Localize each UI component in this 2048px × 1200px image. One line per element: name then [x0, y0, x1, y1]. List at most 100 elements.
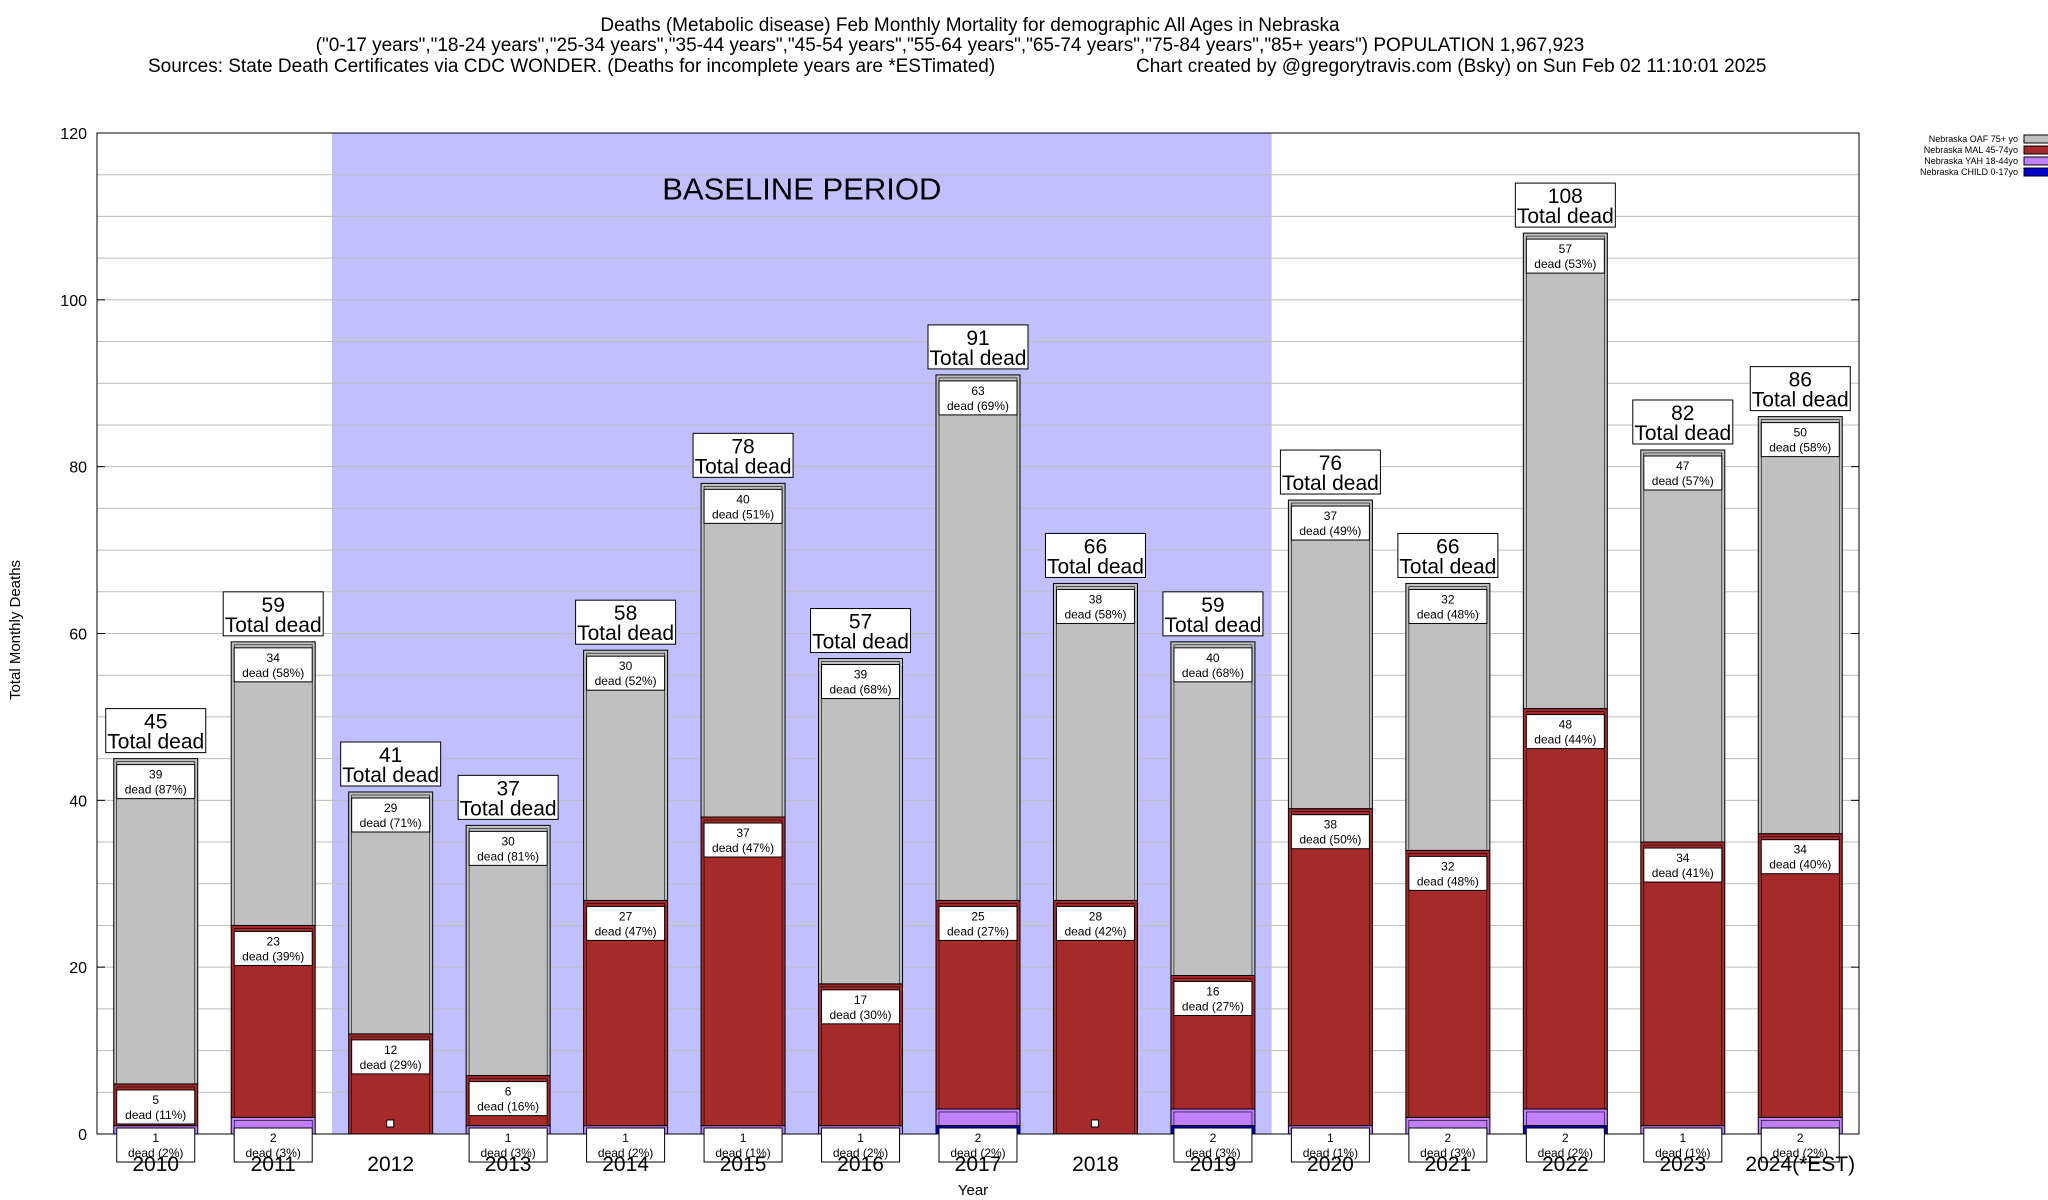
segment-label-box — [1525, 238, 1605, 274]
total-label-box — [222, 591, 324, 637]
bar-segment-inner — [821, 661, 900, 985]
segment-count-label: 16 — [1206, 985, 1220, 999]
segment-count-label: 30 — [501, 834, 515, 848]
bar-segment — [1640, 449, 1726, 843]
bar-segment-inner — [351, 1036, 430, 1135]
bar-segment — [1287, 499, 1373, 810]
total-suffix-label: Total dead — [577, 622, 674, 645]
x-tick-label: 2024(*EST) — [1745, 1153, 1855, 1176]
bar-segment-inner — [351, 794, 430, 1035]
segment-label-box — [1525, 1127, 1605, 1163]
y-tick-label: 60 — [69, 627, 87, 644]
bar-segment-inner — [1056, 586, 1135, 901]
x-tick-label: 2014 — [602, 1153, 649, 1176]
segment-label-box — [468, 830, 548, 866]
segment-percent-label: dead (2%) — [833, 1146, 888, 1160]
segment-label-box — [1760, 1127, 1840, 1163]
bar-segment-inner — [1291, 502, 1370, 809]
segment-count-label: 1 — [857, 1131, 864, 1145]
segment-percent-label: dead (2%) — [1538, 1146, 1593, 1160]
segment-label-box — [233, 647, 313, 683]
empty-segment-marker — [386, 1119, 395, 1128]
segment-count-label: 30 — [619, 659, 633, 673]
segment-percent-label: dead (87%) — [125, 783, 187, 797]
bar-segment-inner — [938, 903, 1018, 1110]
segment-percent-label: dead (52%) — [595, 674, 657, 688]
bar-segment — [700, 482, 786, 818]
bar-segment — [1757, 416, 1843, 835]
segment-percent-label: dead (71%) — [360, 816, 422, 830]
bar-segment — [1170, 1108, 1256, 1127]
segment-label-box — [1408, 588, 1488, 624]
segment-count-label: 63 — [971, 384, 985, 398]
segment-count-label: 32 — [1441, 859, 1455, 873]
segment-count-label: 6 — [505, 1085, 512, 1099]
bar-segment-inner — [468, 828, 548, 1076]
segment-label-box — [1408, 1127, 1488, 1163]
total-label-box — [1749, 366, 1851, 412]
segment-percent-label: dead (3%) — [1185, 1146, 1240, 1160]
segment-label-box — [468, 1081, 548, 1117]
total-count-label: 91 — [966, 327, 989, 350]
bar-segment — [818, 658, 904, 985]
segment-percent-label: dead (58%) — [1769, 441, 1831, 455]
x-tick-label: 2019 — [1190, 1153, 1237, 1176]
segment-count-label: 27 — [619, 909, 633, 923]
segment-percent-label: dead (68%) — [1182, 666, 1244, 680]
bar-segment-inner — [1291, 811, 1370, 1126]
segment-count-label: 1 — [1327, 1131, 1334, 1145]
segment-percent-label: dead (48%) — [1417, 874, 1479, 888]
segment-label-box — [1290, 1127, 1370, 1163]
segment-label-box — [1173, 647, 1253, 683]
segment-label-box — [703, 1127, 783, 1163]
bar-segment-inner — [821, 986, 900, 1126]
x-tick-label: 2016 — [837, 1153, 884, 1176]
segment-count-label: 25 — [971, 909, 985, 923]
segment-label-box — [1055, 905, 1135, 941]
segment-label-box — [351, 1039, 431, 1075]
segment-label-box — [703, 822, 783, 858]
y-axis-label: Total Monthly Deaths — [7, 560, 24, 700]
x-tick-label: 2013 — [485, 1153, 532, 1176]
segment-label-box — [821, 664, 901, 700]
segment-percent-label: dead (2%) — [1773, 1146, 1828, 1160]
segment-count-label: 2 — [270, 1131, 277, 1145]
legend-entry-label: Nebraska YAH 18-44yo — [1924, 156, 2018, 166]
total-count-label: 59 — [1201, 594, 1224, 617]
segment-label-box — [586, 655, 666, 691]
segment-count-label: 34 — [1794, 843, 1808, 857]
segment-count-label: 2 — [1562, 1131, 1569, 1145]
chart-subtitle: ("0-17 years","18-24 years","25-34 years… — [316, 35, 1585, 56]
bar-segment — [1640, 841, 1726, 1127]
segment-percent-label: dead (40%) — [1769, 858, 1831, 872]
empty-segment-marker — [1090, 1119, 1099, 1128]
bar-segment-inner — [586, 652, 665, 901]
y-tick-label: 0 — [78, 1127, 87, 1144]
segment-percent-label: dead (69%) — [947, 399, 1009, 413]
chart-title: Deaths (Metabolic disease) Feb Monthly M… — [600, 15, 1340, 36]
y-tick-label: 20 — [69, 960, 87, 977]
segment-label-box — [1525, 714, 1605, 750]
segment-label-box — [1760, 839, 1840, 875]
segment-label-box — [1643, 1127, 1723, 1163]
total-suffix-label: Total dead — [695, 455, 792, 478]
legend-swatch — [2023, 134, 2048, 144]
segment-count-label: 57 — [1559, 242, 1573, 256]
segment-percent-label: dead (48%) — [1417, 607, 1479, 621]
total-count-label: 57 — [849, 611, 872, 634]
x-tick-label: 2010 — [132, 1153, 179, 1176]
total-suffix-label: Total dead — [1282, 472, 1379, 495]
bar-segment — [1052, 582, 1138, 901]
x-tick-label: 2022 — [1542, 1153, 1589, 1176]
total-suffix-label: Total dead — [1047, 555, 1144, 578]
total-label-box — [340, 741, 442, 787]
total-suffix-label: Total dead — [812, 631, 909, 654]
x-tick-label: 2021 — [1425, 1153, 1472, 1176]
total-label-box — [1632, 399, 1734, 445]
segment-percent-label: dead (2%) — [598, 1146, 653, 1160]
segment-count-label: 40 — [1206, 651, 1220, 665]
x-tick-label: 2015 — [720, 1153, 767, 1176]
segment-count-label: 32 — [1441, 592, 1455, 606]
bar-segment — [1522, 1108, 1608, 1127]
